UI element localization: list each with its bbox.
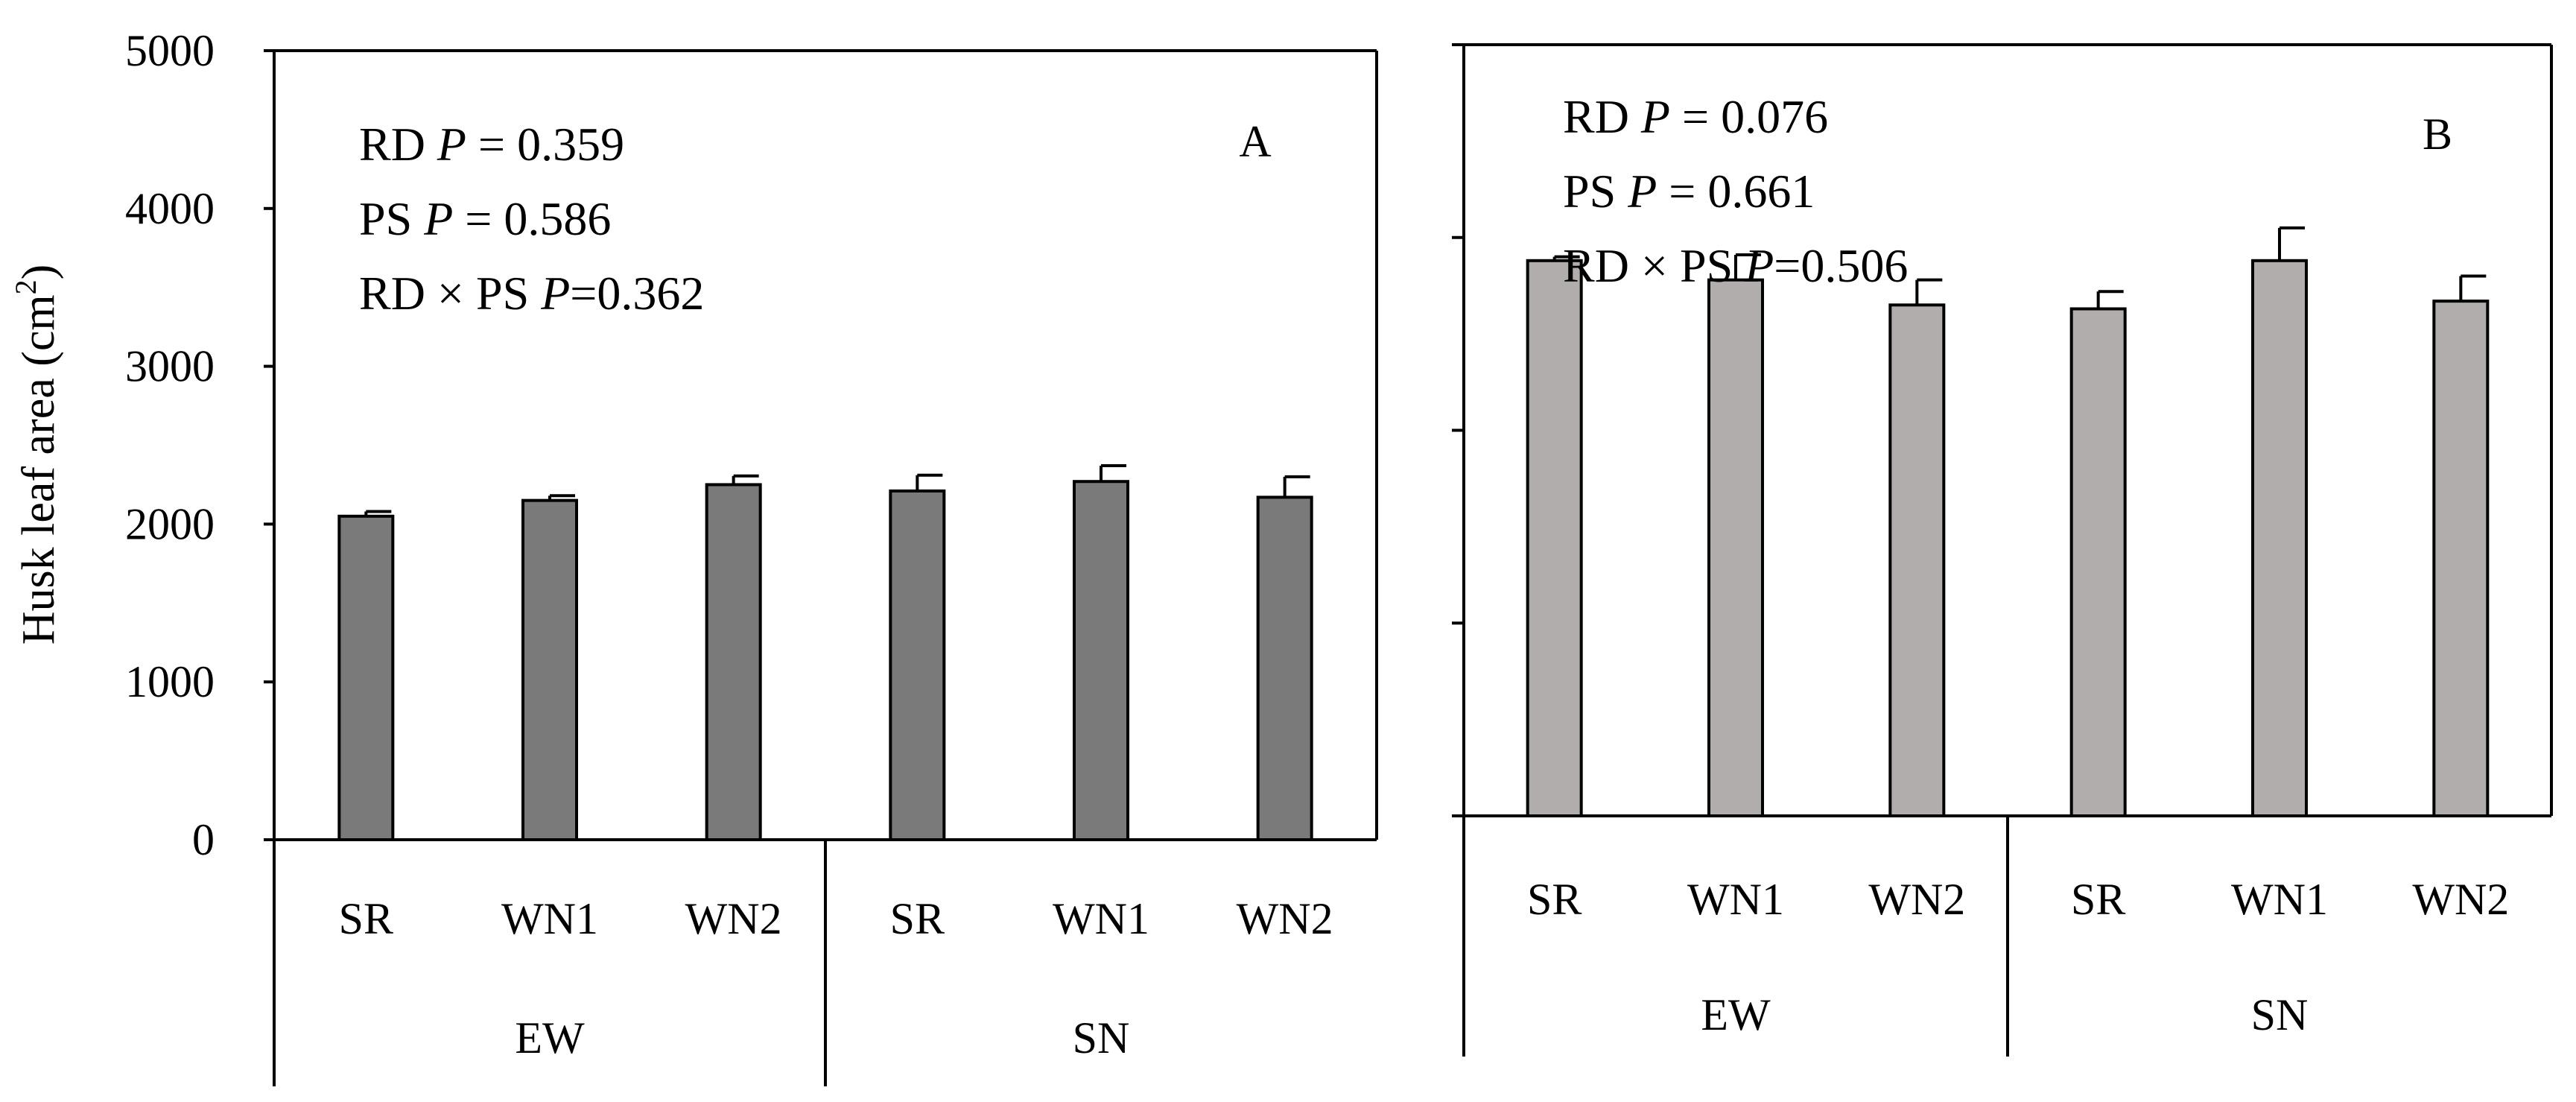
- x-category-label: SR: [890, 894, 945, 943]
- bar: [889, 489, 946, 841]
- bar: [521, 498, 578, 841]
- stat-annotation: PS P = 0.586: [359, 192, 611, 245]
- y-tick-label: 5000: [125, 26, 215, 75]
- x-category-label: SR: [339, 894, 393, 943]
- bar: [1888, 303, 1946, 817]
- x-category-label: SR: [2071, 875, 2125, 924]
- y-tick-label: 4000: [125, 184, 215, 233]
- bar: [705, 483, 762, 841]
- bar: [2432, 300, 2490, 817]
- panel-letter: A: [1239, 117, 1271, 166]
- y-tick-label: 1000: [125, 657, 215, 706]
- x-group-label: EW: [515, 1013, 585, 1063]
- y-tick-label: 2000: [125, 499, 215, 548]
- x-category-label: WN2: [2412, 875, 2509, 924]
- panel-a: 0 1000 2000 3000 4000 5000 SR WN1 WN2 SR WN1 WN2 EW S…: [125, 26, 1378, 1086]
- x-category-label: WN2: [1237, 894, 1333, 943]
- stat-annotation: RD P = 0.359: [359, 118, 624, 171]
- bar: [2251, 259, 2308, 817]
- stat-annotation: RD P = 0.076: [1563, 90, 1828, 143]
- x-category-label: SR: [1527, 875, 1582, 924]
- x-category-label: WN1: [1053, 894, 1149, 943]
- bar: [337, 514, 395, 841]
- panel-letter: B: [2423, 110, 2452, 159]
- x-category-label: WN1: [1687, 875, 1784, 924]
- x-group-label: SN: [1073, 1013, 1130, 1063]
- panel-b: SR WN1 WN2 SR WN1 WN2 EW SN B RD P = 0.076 PS P = …: [1452, 43, 2553, 1057]
- bar: [1707, 278, 1764, 817]
- x-group-label: SN: [2251, 990, 2309, 1039]
- x-category-label: WN2: [685, 894, 782, 943]
- stat-annotation: RD × PS P=0.506: [1563, 239, 1908, 292]
- stat-annotation: PS P = 0.661: [1563, 165, 1815, 218]
- bar: [1526, 259, 1583, 817]
- x-category-label: WN2: [1868, 875, 1965, 924]
- x-category-label: WN1: [2231, 875, 2328, 924]
- bar: [1073, 480, 1129, 841]
- y-tick-label: 0: [192, 815, 215, 864]
- bar: [2069, 307, 2127, 817]
- y-axis-label: Husk leaf area (cm2): [9, 265, 64, 645]
- y-tick-label: 3000: [125, 342, 215, 391]
- x-category-label: WN1: [501, 894, 598, 943]
- x-group-label: EW: [1701, 990, 1771, 1039]
- stat-annotation: RD × PS P=0.362: [359, 267, 704, 320]
- bar: [1256, 495, 1313, 841]
